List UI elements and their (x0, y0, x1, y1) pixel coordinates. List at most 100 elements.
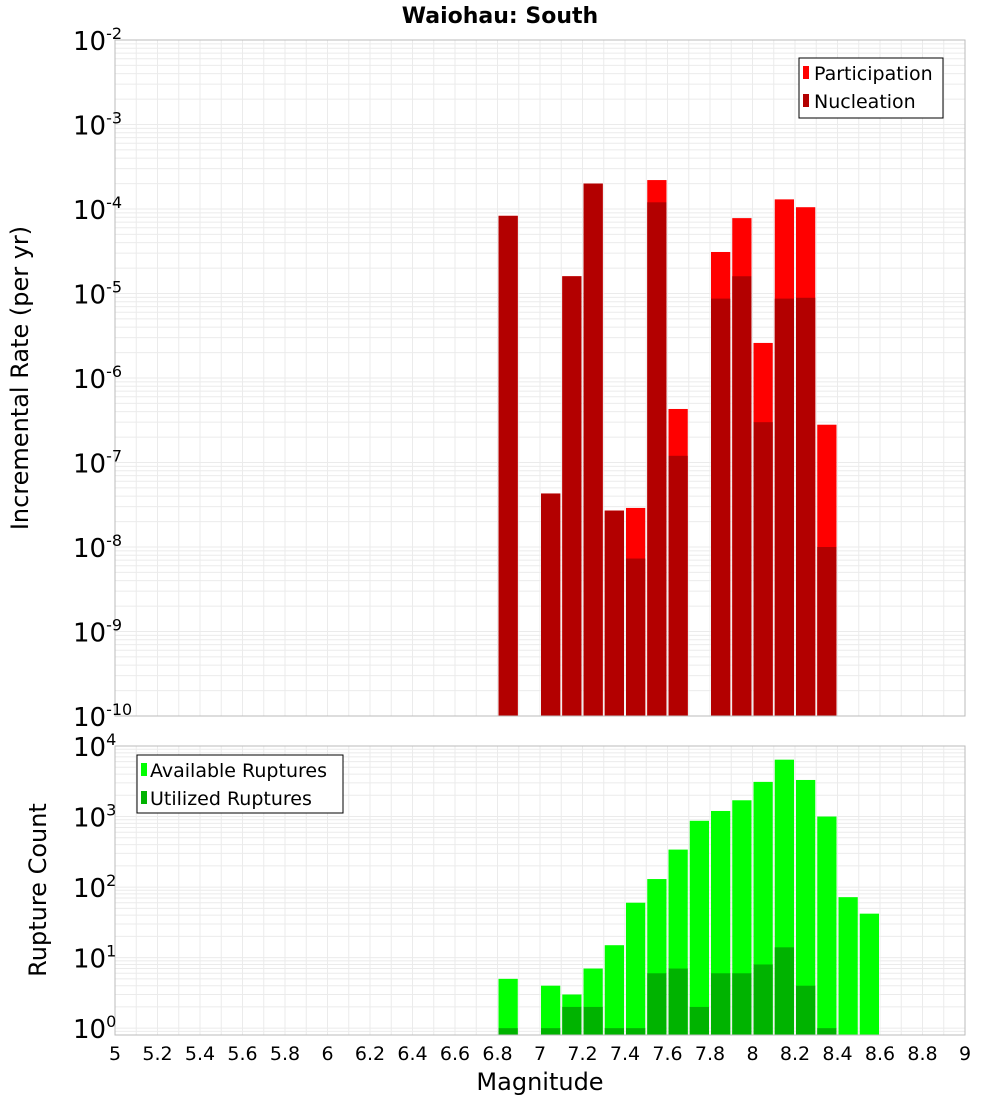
available-ruptures-bar (859, 913, 879, 1035)
nucleation-bar (498, 215, 518, 717)
legend-swatch-nucleation (803, 94, 809, 107)
x-tick-label: 8.4 (822, 1043, 852, 1065)
count-y-tick-label: 102 (73, 871, 116, 904)
utilized-ruptures-bar (562, 1006, 582, 1035)
legend-label-participation: Participation (814, 63, 933, 85)
x-tick-label: 7 (534, 1043, 546, 1065)
x-tick-label: 5.6 (227, 1043, 257, 1065)
rate-legend: Participation Nucleation (798, 57, 944, 119)
rate-plot: 10-2 10-3 10-4 10-5 10-6 10-7 10-8 10-9 10-10 In… (6, 24, 966, 733)
rate-y-tick-label: 10-6 (73, 362, 122, 395)
utilized-ruptures-bar (711, 973, 731, 1035)
nucleation-bar (647, 202, 667, 716)
rate-y-axis-label: Incremental Rate (per yr) (6, 226, 34, 530)
count-bars (498, 759, 879, 1035)
nucleation-bar (541, 493, 561, 716)
rate-y-tick-label: 10-3 (73, 109, 122, 142)
nucleation-bar (604, 510, 624, 716)
available-ruptures-bar (817, 816, 837, 1035)
nucleation-bar (774, 298, 794, 716)
legend-swatch-participation (803, 66, 809, 79)
rate-y-tick-label: 10-4 (73, 193, 122, 226)
available-ruptures-bar (626, 902, 646, 1035)
count-y-tick-label: 101 (73, 942, 116, 975)
utilized-ruptures-bar (541, 1028, 561, 1035)
available-ruptures-bar (498, 978, 518, 1035)
count-plot: 104 103 102 101 100 Rupture Count Available … (24, 730, 966, 1045)
available-ruptures-bar (541, 985, 561, 1035)
rate-plot-frame (114, 39, 966, 717)
utilized-ruptures-bar (796, 985, 816, 1035)
rate-y-tick-label: 10-5 (73, 278, 122, 311)
x-tick-label: 6 (321, 1043, 333, 1065)
rate-bars (498, 180, 837, 717)
rate-y-tick-label: 10-8 (73, 531, 122, 564)
available-ruptures-bar (838, 897, 858, 1035)
utilized-ruptures-bar (732, 973, 752, 1035)
count-y-tick-label: 100 (73, 1012, 116, 1045)
rate-y-tick-label: 10-7 (73, 447, 122, 480)
x-tick-label: 6.4 (397, 1043, 427, 1065)
count-y-tick-label: 104 (73, 730, 116, 763)
x-tick-label: 9 (959, 1043, 971, 1065)
rate-y-tick-label: 10-10 (73, 700, 132, 733)
x-tick-label: 8.2 (780, 1043, 810, 1065)
x-tick-label: 8.8 (907, 1043, 937, 1065)
legend-label-available: Available Ruptures (150, 760, 327, 782)
nucleation-bar (753, 422, 773, 716)
nucleation-bar (583, 183, 603, 716)
nucleation-bar (668, 455, 688, 716)
x-tick-label: 6.6 (440, 1043, 470, 1065)
rate-y-tick-label: 10-2 (73, 24, 122, 57)
utilized-ruptures-bar (774, 947, 794, 1035)
nucleation-bar (711, 298, 731, 716)
utilized-ruptures-bar (753, 964, 773, 1035)
legend-label-utilized: Utilized Ruptures (150, 788, 312, 810)
x-tick-label: 7.6 (652, 1043, 682, 1065)
nucleation-bar (626, 558, 646, 716)
count-y-tick-label: 103 (73, 801, 116, 834)
x-tick-label: 7.4 (610, 1043, 640, 1065)
x-axis-label: Magnitude (476, 1068, 603, 1096)
utilized-ruptures-bar (647, 973, 667, 1035)
utilized-ruptures-bar (604, 1028, 624, 1035)
utilized-ruptures-bar (817, 1028, 837, 1035)
chart-title: Waiohau: South (402, 4, 598, 29)
legend-swatch-available (141, 763, 147, 776)
x-tick-label: 7.2 (567, 1043, 597, 1065)
utilized-ruptures-bar (583, 1006, 603, 1035)
nucleation-bar (817, 547, 837, 716)
count-y-ticks: 104 103 102 101 100 (73, 730, 116, 1045)
available-ruptures-bar (689, 820, 709, 1035)
count-legend-box (136, 754, 344, 814)
utilized-ruptures-bar (626, 1028, 646, 1035)
x-tick-label: 5.2 (142, 1043, 172, 1065)
available-ruptures-bar (796, 779, 816, 1035)
x-tick-label: 5 (109, 1043, 121, 1065)
nucleation-bar (562, 276, 582, 716)
legend-label-nucleation: Nucleation (814, 91, 916, 113)
x-ticks: 5 5.2 5.4 5.6 5.8 6 6.2 6.4 6.6 6.8 7 7.2 7.4 7.6 7.8 8… (109, 1043, 971, 1065)
x-tick-label: 6.2 (355, 1043, 385, 1065)
x-tick-label: 8.6 (865, 1043, 895, 1065)
x-tick-label: 5.8 (270, 1043, 300, 1065)
x-tick-label: 8 (746, 1043, 758, 1065)
count-y-axis-label: Rupture Count (24, 803, 52, 977)
legend-swatch-utilized (141, 791, 147, 804)
utilized-ruptures-bar (689, 1006, 709, 1035)
x-tick-label: 7.8 (695, 1043, 725, 1065)
rate-y-ticks: 10-2 10-3 10-4 10-5 10-6 10-7 10-8 10-9 10-10 (73, 24, 132, 733)
utilized-ruptures-bar (498, 1028, 518, 1035)
rate-legend-box (798, 57, 944, 119)
rate-y-tick-label: 10-9 (73, 616, 122, 649)
utilized-ruptures-bar (668, 968, 688, 1035)
available-ruptures-bar (604, 945, 624, 1035)
x-tick-label: 6.8 (482, 1043, 512, 1065)
count-legend: Available Ruptures Utilized Ruptures (136, 754, 344, 814)
nucleation-bar (732, 276, 752, 716)
rate-gridlines (114, 39, 966, 717)
nucleation-bar (796, 297, 816, 716)
count-plot-frame (114, 745, 966, 1036)
x-tick-label: 5.4 (185, 1043, 215, 1065)
